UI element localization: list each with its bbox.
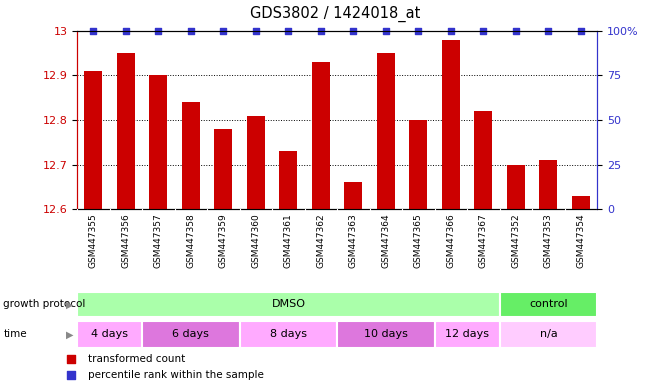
Bar [409,120,427,209]
Point [88,28,99,34]
Bar [247,116,265,209]
Text: ▶: ▶ [66,329,74,339]
Text: transformed count: transformed count [88,354,185,364]
Point [153,28,164,34]
Point [121,28,132,34]
Text: ▶: ▶ [66,299,74,310]
Bar [77,292,500,317]
Point [218,28,229,34]
Text: GSM447367: GSM447367 [479,214,488,268]
Bar [435,321,500,348]
Text: percentile rank within the sample: percentile rank within the sample [88,370,264,380]
Point [283,28,294,34]
Text: 6 days: 6 days [172,329,209,339]
Bar [500,292,597,317]
Bar [150,75,167,209]
Point [413,28,424,34]
Point [511,28,521,34]
Text: GSM447353: GSM447353 [544,214,553,268]
Text: GSM447364: GSM447364 [381,214,391,268]
Bar [280,151,297,209]
Text: DMSO: DMSO [272,299,305,310]
Bar [474,111,493,209]
Bar [215,129,232,209]
Text: 8 days: 8 days [270,329,307,339]
Text: n/a: n/a [539,329,558,339]
Text: GSM447358: GSM447358 [187,214,195,268]
Point [478,28,488,34]
Text: GSM447365: GSM447365 [414,214,423,268]
Text: GDS3802 / 1424018_at: GDS3802 / 1424018_at [250,6,421,22]
Bar [312,62,330,209]
Point [380,28,391,34]
Text: 12 days: 12 days [445,329,489,339]
Bar [77,321,142,348]
Bar [442,40,460,209]
Text: time: time [3,329,27,339]
Text: GSM447357: GSM447357 [154,214,163,268]
Text: GSM447360: GSM447360 [252,214,260,268]
Bar [377,53,395,209]
Text: GSM447362: GSM447362 [317,214,325,268]
Bar [507,165,525,209]
Point [543,28,554,34]
Text: GSM447359: GSM447359 [219,214,228,268]
Text: GSM447361: GSM447361 [284,214,293,268]
Text: GSM447355: GSM447355 [89,214,98,268]
Bar [539,160,558,209]
Bar [85,71,103,209]
Point [66,356,76,362]
Point [186,28,197,34]
Text: GSM447352: GSM447352 [511,214,521,268]
Point [315,28,326,34]
Point [446,28,456,34]
Text: control: control [529,299,568,310]
Text: GSM447366: GSM447366 [446,214,456,268]
Bar [500,321,597,348]
Point [576,28,586,34]
Bar [117,53,135,209]
Bar [142,321,240,348]
Text: GSM447354: GSM447354 [576,214,585,268]
Text: 4 days: 4 days [91,329,128,339]
Point [66,372,76,378]
Text: growth protocol: growth protocol [3,299,86,310]
Bar [572,196,590,209]
Text: GSM447356: GSM447356 [121,214,130,268]
Bar [240,321,338,348]
Point [250,28,261,34]
Bar [182,102,200,209]
Text: 10 days: 10 days [364,329,408,339]
Text: GSM447363: GSM447363 [349,214,358,268]
Point [348,28,359,34]
Bar [338,321,435,348]
Bar [344,182,362,209]
